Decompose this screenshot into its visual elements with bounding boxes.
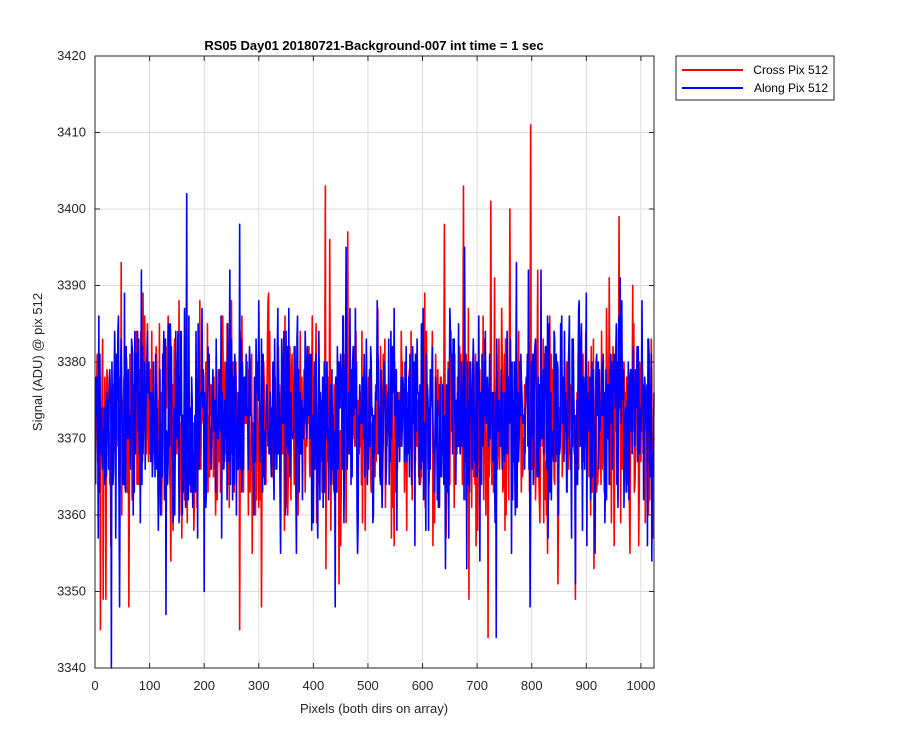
y-tick-labels: 3340 3350 3360 3370 3380 3390 3400 3410 3420 — [57, 48, 86, 675]
x-tick-label: 300 — [248, 678, 270, 693]
chart-title: RS05 Day01 20180721-Background-007 int t… — [204, 38, 543, 53]
y-tick-label: 3350 — [57, 584, 86, 599]
legend: Cross Pix 512 Along Pix 512 — [675, 55, 835, 101]
legend-box — [675, 55, 835, 101]
x-tick-label: 600 — [412, 678, 434, 693]
series-layer — [94, 124, 655, 669]
series-line-along — [94, 192, 655, 669]
legend-label-along: Along Pix 512 — [754, 81, 828, 95]
y-tick-label: 3410 — [57, 125, 86, 140]
y-tick-label: 3400 — [57, 201, 86, 216]
x-tick-label: 1000 — [626, 678, 655, 693]
x-tick-label: 400 — [303, 678, 325, 693]
x-tick-label: 200 — [193, 678, 215, 693]
y-axis-label: Signal (ADU) @ pix 512 — [30, 293, 45, 431]
y-tick-label: 3360 — [57, 507, 86, 522]
x-tick-label: 900 — [575, 678, 597, 693]
x-tick-label: 700 — [466, 678, 488, 693]
y-tick-label: 3370 — [57, 431, 86, 446]
y-tick-label: 3380 — [57, 354, 86, 369]
y-tick-label: 3420 — [57, 48, 86, 63]
y-tick-label: 3390 — [57, 278, 86, 293]
x-tick-labels: 0 100 200 300 400 500 600 700 800 900 1000 — [91, 678, 655, 693]
x-tick-label: 0 — [91, 678, 98, 693]
ticks — [94, 55, 654, 669]
y-tick-label: 3340 — [57, 660, 86, 675]
legend-label-cross: Cross Pix 512 — [753, 63, 828, 77]
x-tick-label: 500 — [357, 678, 379, 693]
x-axis-label: Pixels (both dirs on array) — [300, 701, 448, 716]
x-tick-label: 100 — [139, 678, 161, 693]
x-tick-label: 800 — [521, 678, 543, 693]
